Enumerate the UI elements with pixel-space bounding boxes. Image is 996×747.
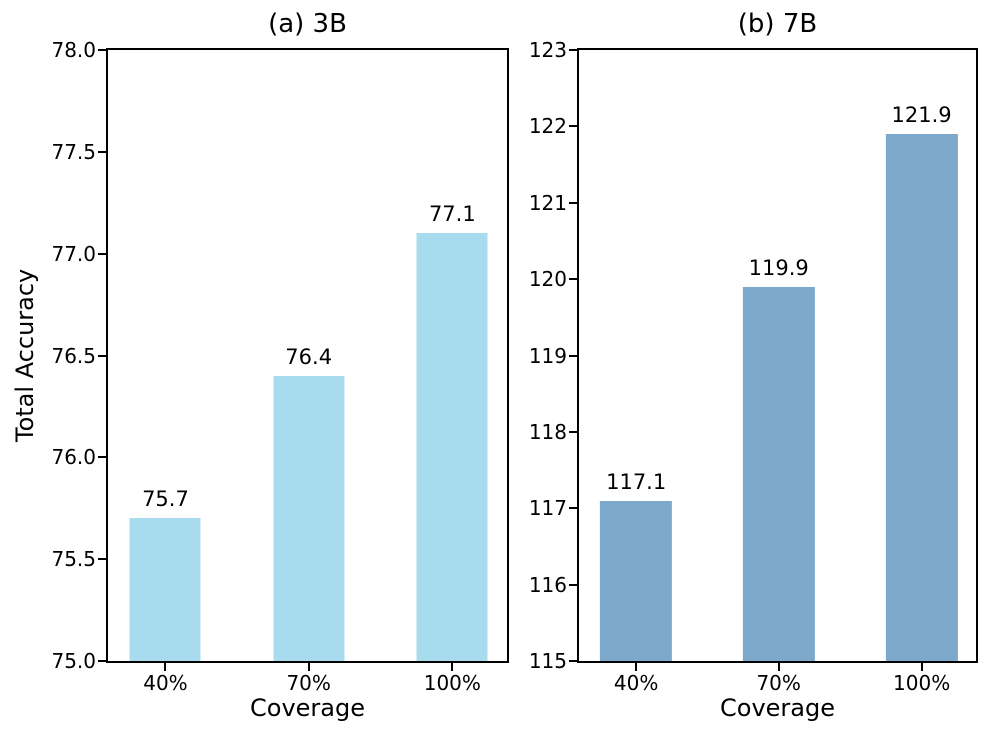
bar (600, 500, 673, 661)
y-tick-label: 120 (528, 267, 567, 292)
y-tick-label: 76.5 (51, 343, 96, 368)
bar-value-label: 77.1 (428, 202, 476, 227)
y-tick-mark (569, 201, 577, 204)
panel-7b-title: (b) 7B (737, 9, 818, 39)
y-tick-mark (569, 278, 577, 281)
y-tick-label: 75.0 (51, 649, 96, 673)
y-tick-label: 77.5 (51, 139, 96, 164)
y-tick-label: 75.5 (51, 547, 96, 572)
y-tick-mark (569, 354, 577, 357)
y-tick-mark (569, 583, 577, 586)
x-tick-label: 40% (143, 671, 188, 695)
x-axis-label-3b: Coverage (250, 694, 365, 722)
y-tick-mark (569, 430, 577, 433)
y-tick-mark (569, 49, 577, 51)
x-axis-label-7b: Coverage (720, 694, 835, 722)
y-tick-label: 76.0 (51, 445, 96, 470)
y-tick-mark (98, 456, 106, 459)
y-tick-mark (98, 660, 106, 662)
plot-area-7b: 115 116 117 118 119 120 121 122 123 117.1 40% 119.9… (529, 40, 978, 693)
y-tick-label: 122 (528, 114, 567, 139)
bar-value-label: 117.1 (606, 469, 667, 494)
plot-area-3b: 75.0 75.5 76.0 76.5 77.0 77.5 78.0 75.7 40% 76.4 7… (51, 40, 509, 693)
x-tick-mark (307, 663, 310, 671)
x-tick-mark (920, 663, 923, 671)
y-tick-mark (569, 125, 577, 128)
bar (416, 233, 488, 661)
y-tick-label: 119 (528, 343, 567, 368)
x-tick-label: 100% (893, 671, 951, 695)
bar-value-label: 75.7 (142, 487, 189, 512)
y-tick-mark (98, 354, 106, 357)
y-tick-mark (98, 252, 106, 255)
y-tick-mark (569, 660, 577, 662)
y-tick-mark (98, 49, 106, 51)
x-tick-label: 70% (756, 671, 801, 695)
x-tick-label: 100% (423, 671, 481, 695)
y-tick-label: 78.0 (51, 38, 96, 62)
y-tick-mark (98, 558, 106, 561)
x-tick-mark (451, 663, 454, 671)
x-tick-mark (777, 663, 780, 671)
panel-3b-title: (a) 3B (268, 9, 347, 39)
y-tick-label: 116 (528, 572, 567, 597)
bar-value-label: 76.4 (285, 344, 333, 369)
x-tick-label: 40% (613, 671, 659, 695)
bar (885, 134, 958, 661)
y-tick-label: 118 (528, 419, 567, 444)
x-tick-mark (635, 663, 638, 671)
bar-value-label: 119.9 (748, 255, 809, 280)
y-tick-label: 77.0 (51, 241, 96, 266)
y-tick-label: 117 (528, 496, 567, 521)
x-tick-label: 70% (286, 671, 331, 695)
y-tick-label: 123 (528, 38, 567, 62)
y-tick-label: 115 (528, 649, 567, 673)
y-tick-mark (98, 150, 106, 153)
x-tick-mark (164, 663, 167, 671)
y-tick-mark (569, 507, 577, 510)
y-tick-label: 121 (528, 190, 567, 215)
bar-value-label: 121.9 (891, 103, 952, 128)
bar (273, 375, 345, 661)
bar (742, 286, 815, 661)
bar (129, 518, 201, 661)
